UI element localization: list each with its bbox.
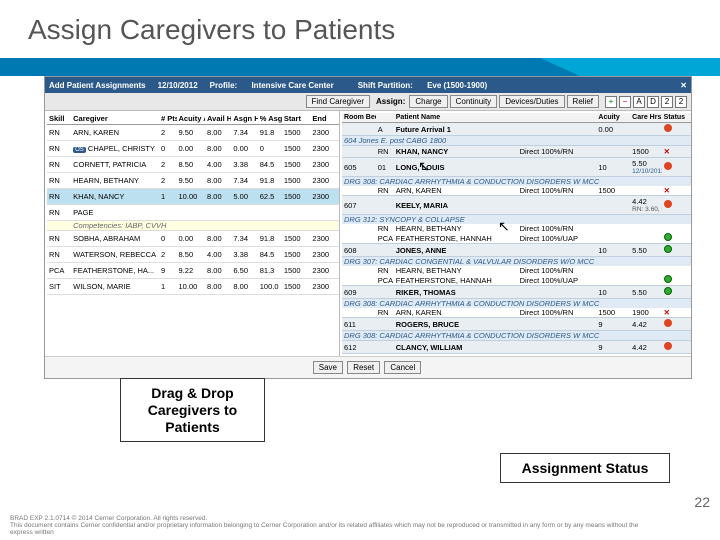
cancel-button[interactable]: Cancel bbox=[384, 361, 421, 374]
caregiver-header-row: SkillCaregiver# PtsAcuity AvgAvail HrsAs… bbox=[47, 113, 339, 125]
drg-row: DRG 307: CARDIAC CONGENTIAL & VALVULAR D… bbox=[342, 257, 691, 267]
patient-table: Room BedPatient NameAcuityCare HrsStatus… bbox=[342, 113, 691, 354]
relief-button[interactable]: Relief bbox=[567, 95, 599, 108]
assigned-caregiver-row[interactable]: PCAFEATHERSTONE, HANNAHDirect 100%/UAP bbox=[342, 275, 691, 286]
footer-text: BRAD EXP 2.1.0714 © 2014 Cerner Corporat… bbox=[10, 515, 660, 536]
d-icon[interactable]: D bbox=[647, 96, 659, 108]
slide-title: Assign Caregivers to Patients bbox=[0, 0, 720, 58]
caregiver-row[interactable]: SITWILSON, MARIE110.008.008.00100.015002… bbox=[47, 279, 339, 295]
caregiver-table: SkillCaregiver# PtsAcuity AvgAvail HrsAs… bbox=[47, 113, 339, 295]
caregiver-row[interactable]: RNOS CHAPEL, CHRISTY00.008.000.000150023… bbox=[47, 141, 339, 157]
patient-row[interactable]: 612CLANCY, WILLIAM94.42 bbox=[342, 341, 691, 354]
patient-row[interactable]: 608JONES, ANNE105.50 bbox=[342, 244, 691, 257]
caregiver-row[interactable]: RNWATERSON, REBECCA28.504.003.3884.51500… bbox=[47, 247, 339, 263]
caregiver-panel: SkillCaregiver# PtsAcuity AvgAvail HrsAs… bbox=[45, 111, 340, 356]
minus-icon[interactable]: − bbox=[619, 96, 631, 108]
drg-row: 604 Jones E. post CABG 1800 bbox=[342, 136, 691, 146]
status-red-icon bbox=[664, 162, 672, 170]
devices-button[interactable]: Devices/Duties bbox=[499, 95, 564, 108]
caregiver-row[interactable]: RNCORNETT, PATRICIA28.504.003.3884.51500… bbox=[47, 157, 339, 173]
two2-icon[interactable]: 2 bbox=[675, 96, 687, 108]
status-red-icon bbox=[664, 319, 672, 327]
status-x-icon[interactable]: ✕ bbox=[664, 186, 670, 195]
a-icon[interactable]: A bbox=[633, 96, 645, 108]
status-green-icon bbox=[664, 233, 672, 241]
patient-row[interactable]: 60501LONG, LOUIS105.5012/10/2012 1800 bbox=[342, 158, 691, 177]
status-x-icon[interactable]: ✕ bbox=[664, 308, 670, 317]
patient-panel: Room BedPatient NameAcuityCare HrsStatus… bbox=[340, 111, 691, 356]
assigned-caregiver-row[interactable]: RNARN, KARENDirect 100%/RN15001900✕ bbox=[342, 308, 691, 318]
assigned-caregiver-row[interactable]: PCAFEATHERSTONE, HANNAHDirect 100%/UAP bbox=[342, 233, 691, 244]
caregiver-row[interactable]: RNKHAN, NANCY110.008.005.0062.515002300 bbox=[47, 189, 339, 205]
charge-button[interactable]: Charge bbox=[409, 95, 447, 108]
status-green-icon bbox=[664, 287, 672, 295]
toolbar: Find Caregiver Assign: Charge Continuity… bbox=[45, 93, 691, 111]
find-caregiver-button[interactable]: Find Caregiver bbox=[306, 95, 370, 108]
status-red-icon bbox=[664, 124, 672, 132]
drg-row: DRG 308: CARDIAC ARRHYTHMIA & CONDUCTION… bbox=[342, 299, 691, 309]
patient-row[interactable]: 611ROGERS, BRUCE94.42 bbox=[342, 318, 691, 331]
status-green-icon bbox=[664, 275, 672, 283]
assigned-caregiver-row[interactable]: RNHEARN, BETHANYDirect 100%/RN bbox=[342, 266, 691, 275]
caregiver-row[interactable]: RNPAGE bbox=[47, 205, 339, 221]
header-title: Add Patient Assignments bbox=[49, 81, 146, 90]
patient-row[interactable]: AFuture Arrival 10.00 bbox=[342, 123, 691, 136]
header-date: 12/10/2012 bbox=[158, 81, 198, 90]
drg-row: DRG 308: CARDIAC ARRHYTHMIA & CONDUCTION… bbox=[342, 177, 691, 187]
status-red-icon bbox=[664, 200, 672, 208]
page-number: 22 bbox=[694, 494, 710, 510]
app-window: Add Patient Assignments 12/10/2012 Profi… bbox=[44, 76, 692, 379]
status-green-icon bbox=[664, 245, 672, 253]
callout-drag-drop: Drag & Drop Caregivers to Patients bbox=[120, 378, 265, 442]
continuity-button[interactable]: Continuity bbox=[450, 95, 498, 108]
main-area: SkillCaregiver# PtsAcuity AvgAvail HrsAs… bbox=[45, 111, 691, 356]
patient-row[interactable]: RNKHAN, NANCYDirect 100%/RN1500✕ bbox=[342, 146, 691, 158]
save-button[interactable]: Save bbox=[313, 361, 343, 374]
assigned-caregiver-row[interactable]: RNARN, KARENDirect 100%/RN1500✕ bbox=[342, 186, 691, 196]
two-icon[interactable]: 2 bbox=[661, 96, 673, 108]
toolbar-icons: + − A D 2 2 bbox=[605, 96, 687, 108]
assigned-caregiver-row[interactable]: RNHEARN, BETHANYDirect 100%/RN bbox=[342, 224, 691, 233]
status-x-icon[interactable]: ✕ bbox=[664, 147, 670, 156]
patient-row[interactable]: 609RIKER, THOMAS105.50 bbox=[342, 286, 691, 299]
footer-buttons: Save Reset Cancel bbox=[45, 356, 691, 378]
slide-banner bbox=[0, 58, 720, 76]
patient-row[interactable]: 607KEELY, MARIA4.42RN: 3.60, PCA: 0.82 bbox=[342, 196, 691, 215]
caregiver-row[interactable]: RNSOBHA, ABRAHAM00.008.007.3491.81500230… bbox=[47, 231, 339, 247]
caregiver-row[interactable]: PCAFEATHERSTONE, HA...99.228.006.5081.31… bbox=[47, 263, 339, 279]
app-header: Add Patient Assignments 12/10/2012 Profi… bbox=[45, 77, 691, 93]
assign-label: Assign: bbox=[376, 97, 405, 106]
status-red-icon bbox=[664, 342, 672, 350]
patient-header-row: Room BedPatient NameAcuityCare HrsStatus bbox=[342, 113, 691, 123]
caregiver-row[interactable]: RNARN, KAREN29.508.007.3491.815002300 bbox=[47, 125, 339, 141]
competency-row: Competencies: IABP, CVVH bbox=[47, 221, 339, 231]
plus-icon[interactable]: + bbox=[605, 96, 617, 108]
reset-button[interactable]: Reset bbox=[347, 361, 380, 374]
close-icon[interactable]: ✕ bbox=[680, 81, 687, 90]
caregiver-row[interactable]: RNHEARN, BETHANY29.508.007.3491.81500230… bbox=[47, 173, 339, 189]
drg-row: DRG 312: SYNCOPY & COLLAPSE bbox=[342, 215, 691, 225]
header-partition: Shift Partition: Eve (1500-1900) bbox=[358, 81, 499, 90]
os-badge: OS bbox=[73, 147, 86, 153]
callout-assignment-status: Assignment Status bbox=[500, 453, 670, 483]
header-profile: Profile: Intensive Care Center bbox=[210, 81, 346, 90]
drg-row: DRG 308: CARDIAC ARRHYTHMIA & CONDUCTION… bbox=[342, 331, 691, 341]
